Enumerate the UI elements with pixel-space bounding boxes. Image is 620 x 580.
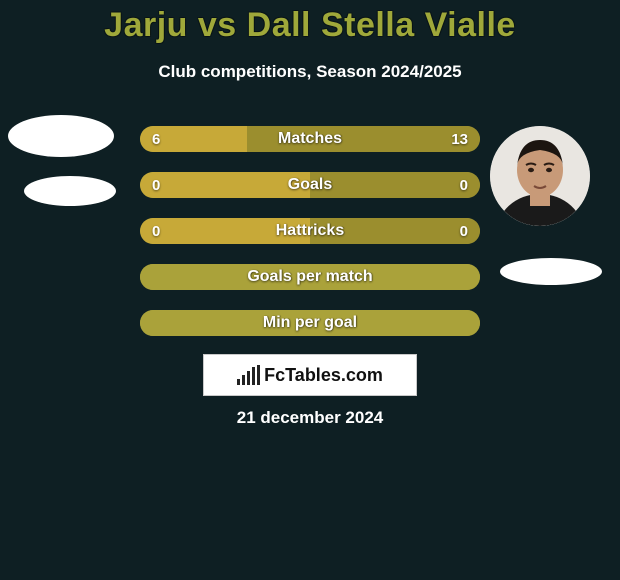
brand-text: FcTables.com [264,365,383,386]
stat-row: Min per goal [140,310,480,336]
stat-label: Matches [140,126,480,152]
stat-row: Hattricks0 0 [140,218,480,244]
stat-value-right: 13 [451,126,468,152]
brand-logo: FcTables.com [203,354,417,396]
stat-value-right: 0 [460,218,468,244]
player-right-avatar [490,126,590,226]
stat-label: Goals per match [140,264,480,290]
footer-date: 21 december 2024 [0,408,620,428]
stat-value-left: 0 [152,218,160,244]
stat-row: Goals per match [140,264,480,290]
logo-bars-icon [237,365,260,385]
stat-value-left: 6 [152,126,160,152]
stat-row: Matches6 13 [140,126,480,152]
player-left-avatar [8,115,114,157]
stat-value-right: 0 [460,172,468,198]
stat-row: Goals0 0 [140,172,480,198]
stat-label: Min per goal [140,310,480,336]
page-title: Jarju vs Dall Stella Vialle [0,6,620,45]
subtitle: Club competitions, Season 2024/2025 [0,62,620,82]
player-right-avatar-shadow [500,258,602,285]
stat-bars: Matches613Goals00Hattricks00Goals per ma… [140,126,480,356]
stat-value-left: 0 [152,172,160,198]
player-left-avatar-shadow [24,176,116,206]
stat-label: Goals [140,172,480,198]
player-photo-placeholder [490,126,590,226]
stat-label: Hattricks [140,218,480,244]
comparison-infographic: Jarju vs Dall Stella Vialle Club competi… [0,0,620,580]
